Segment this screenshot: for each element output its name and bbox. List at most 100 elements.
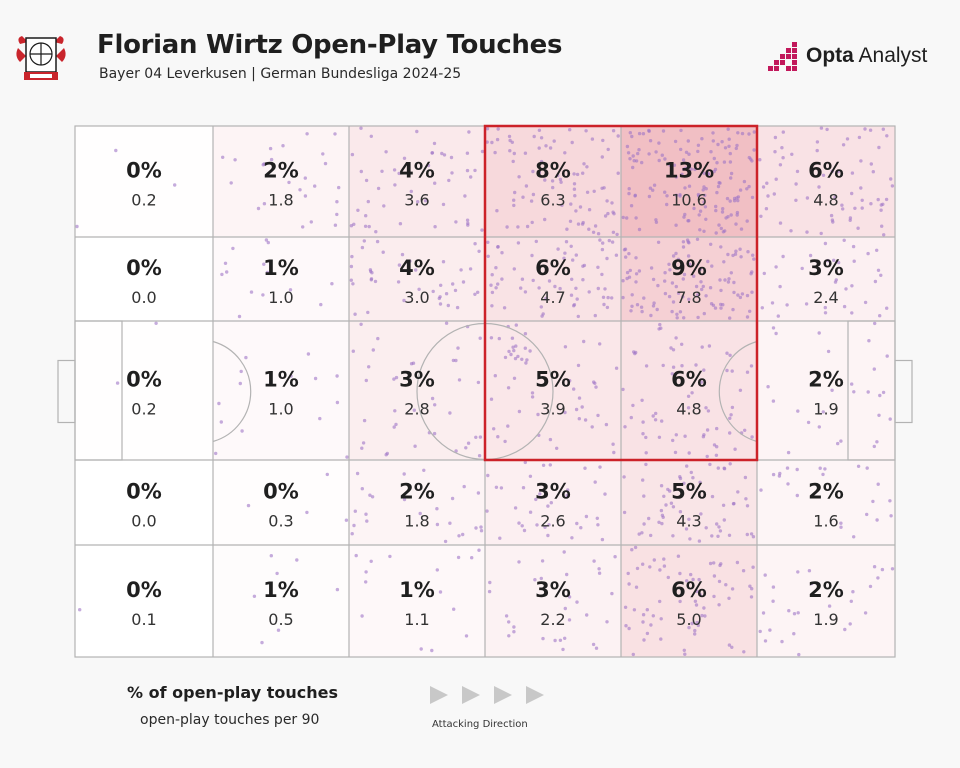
touch-dot [572,387,576,391]
touch-dot [364,378,368,383]
touch-dot [712,594,716,599]
touch-dot [695,620,699,625]
touch-dot [786,482,790,486]
touch-dot [794,182,798,186]
touch-dot [660,521,664,526]
heat-cell [213,321,349,460]
touch-dot [644,435,648,440]
touch-dot [550,179,555,183]
touch-dot [568,379,572,383]
touch-dot [244,355,248,360]
touch-dot [808,253,813,258]
touch-dot [634,256,638,260]
touch-dot [631,165,635,170]
touch-dot [654,411,658,416]
touch-dot [687,297,691,301]
touch-dot [360,446,364,450]
touch-dot [374,230,378,234]
touch-dot [476,491,481,495]
touch-dot [703,193,707,198]
touch-dot [441,202,446,207]
touch-dot [795,493,799,498]
touch-dot [577,396,582,400]
touch-dot [439,283,443,287]
touch-dot [360,487,364,491]
touch-dot [685,579,689,583]
touch-dot [684,166,688,170]
touch-dot [532,134,536,139]
touch-dot [499,486,504,490]
touch-dot [418,511,422,516]
touch-dot [444,321,449,325]
touch-dot [702,229,706,233]
touch-dot [734,249,738,253]
touch-dot [863,127,867,131]
touch-dot [702,606,706,610]
bayer-leverkusen-crest-icon [16,36,66,80]
touch-dot [719,226,723,231]
touch-dot [687,451,691,455]
touch-dot [584,514,589,519]
touch-dot [533,578,537,582]
touch-dot [606,211,610,216]
touch-dot [716,184,721,189]
touch-dot [571,258,575,262]
touch-dot [556,247,560,251]
touch-dot [817,331,821,335]
touch-dot [494,266,498,270]
touch-dot [281,144,285,148]
touch-dot [776,314,780,318]
touch-dot [632,159,636,163]
touch-dot [626,571,630,576]
touch-dot [621,215,625,220]
touch-dot [384,150,388,154]
touch-dot [413,444,417,448]
touch-dot [539,305,543,309]
cell-percentage: 13% [664,159,714,183]
touch-dot [449,155,454,160]
touch-dot [630,548,634,552]
touch-dot [454,449,458,453]
touch-dot [512,376,517,380]
touch-dot [480,149,485,154]
touch-dot [675,312,679,316]
touch-dot [523,151,528,155]
touch-dot [723,278,727,282]
touch-dot [663,271,667,275]
touch-dot [520,357,524,361]
touch-dot [704,187,708,191]
touch-dot [771,599,775,603]
touch-dot [745,219,749,223]
touch-dot [575,297,579,301]
touch-dot [647,152,651,156]
touch-dot [717,579,722,584]
touch-dot [287,180,291,185]
touch-dot [875,248,879,252]
touch-dot [823,305,827,310]
touch-dot [745,532,749,537]
touch-dot [852,535,856,539]
cell-percentage: 2% [808,368,844,392]
touch-dot [833,280,838,284]
touch-dot [771,326,776,330]
touch-dot [596,265,600,269]
touch-dot [692,274,696,278]
touch-dot [580,405,584,409]
touch-dot [233,158,237,162]
touch-dot [873,279,878,284]
touch-dot [351,282,355,286]
touch-dot [649,533,653,538]
touch-dot [354,553,358,558]
touch-dot [881,390,886,395]
touch-dot [603,287,607,291]
touch-dot [473,292,477,296]
touch-dot [697,539,702,543]
touch-dot [536,412,540,417]
touch-dot [661,129,666,133]
touch-dot [721,207,725,211]
touch-dot [842,238,846,242]
touch-dot [479,529,484,533]
touch-dot [478,435,483,439]
touch-dot [725,351,729,355]
touch-dot [708,286,713,290]
